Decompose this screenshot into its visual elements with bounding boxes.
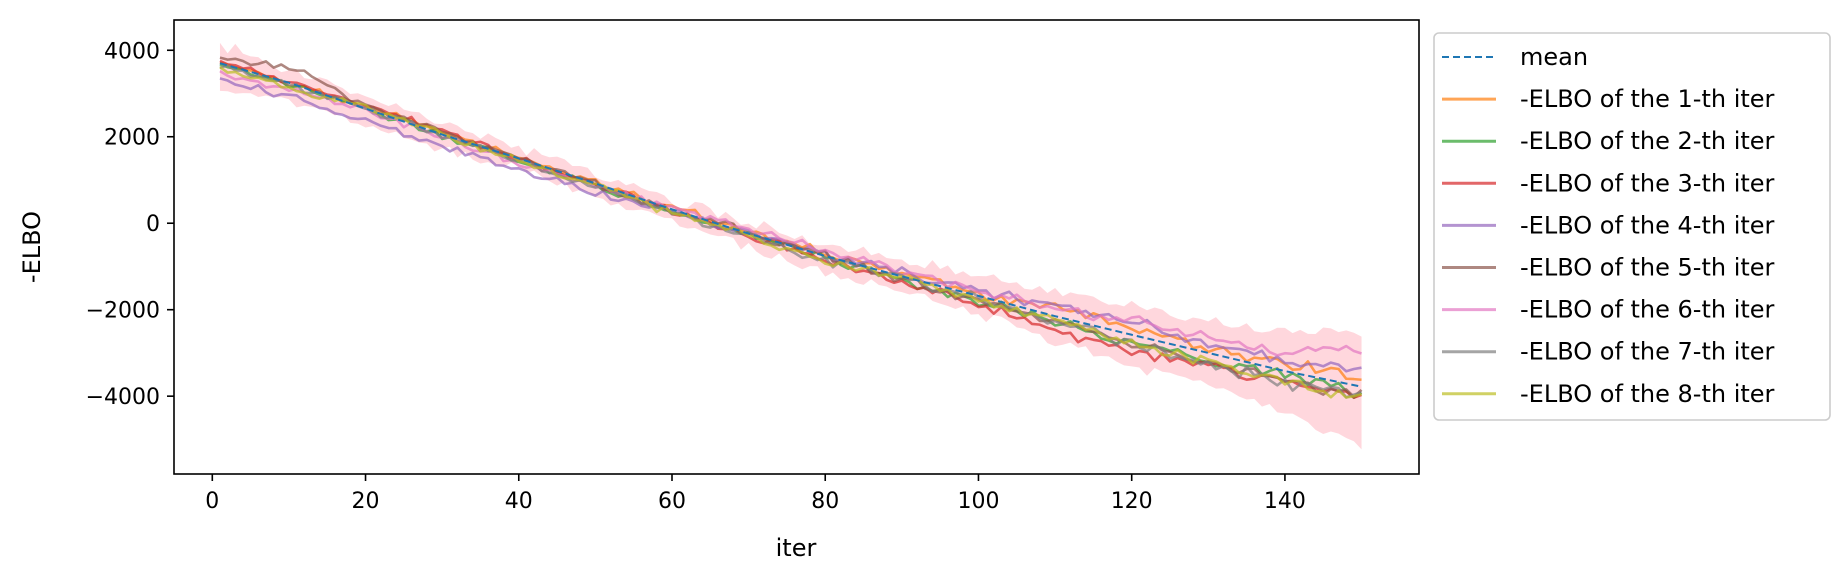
y-tick-label: −4000: [86, 385, 160, 410]
y-tick-label: −2000: [86, 299, 160, 324]
legend-label: -ELBO of the 7-th iter: [1520, 338, 1775, 366]
legend-label: -ELBO of the 3-th iter: [1520, 169, 1775, 197]
x-axis-label: iter: [776, 534, 817, 562]
y-tick-label: 4000: [104, 39, 160, 64]
y-tick-label: 2000: [104, 126, 160, 151]
legend-label: mean: [1520, 43, 1588, 71]
x-tick-label: 40: [505, 489, 533, 514]
mean-layer: [219, 62, 1362, 388]
legend-label: -ELBO of the 5-th iter: [1520, 254, 1775, 282]
legend-label: -ELBO of the 2-th iter: [1520, 127, 1775, 155]
x-axis-ticks: 0 20 40 60 80 100 120 140: [205, 474, 1306, 514]
mean-line: [219, 62, 1362, 388]
x-tick-label: 100: [957, 489, 999, 514]
legend: mean -ELBO of the 1-th iter -ELBO of the 2…: [1433, 32, 1831, 421]
legend-label: -ELBO of the 8-th iter: [1520, 380, 1775, 408]
legend-label: -ELBO of the 1-th iter: [1520, 85, 1775, 113]
x-tick-label: 60: [658, 489, 686, 514]
x-tick-label: 140: [1264, 489, 1306, 514]
plot-frame: [173, 19, 1420, 475]
series-line-7: [219, 64, 1362, 399]
series-layer: [219, 56, 1363, 400]
x-tick-label: 20: [352, 489, 380, 514]
y-axis-ticks: −4000 −2000 0 2000 4000: [86, 39, 174, 410]
x-tick-label: 0: [205, 489, 219, 514]
x-tick-label: 120: [1111, 489, 1153, 514]
legend-frame: [1433, 32, 1831, 421]
legend-label: -ELBO of the 4-th iter: [1520, 211, 1775, 239]
legend-items: mean -ELBO of the 1-th iter -ELBO of the 2…: [1442, 43, 1775, 408]
x-tick-label: 80: [811, 489, 839, 514]
legend-label: -ELBO of the 6-th iter: [1520, 296, 1775, 324]
y-tick-label: 0: [146, 212, 160, 237]
y-axis-label: -ELBO: [18, 211, 46, 283]
